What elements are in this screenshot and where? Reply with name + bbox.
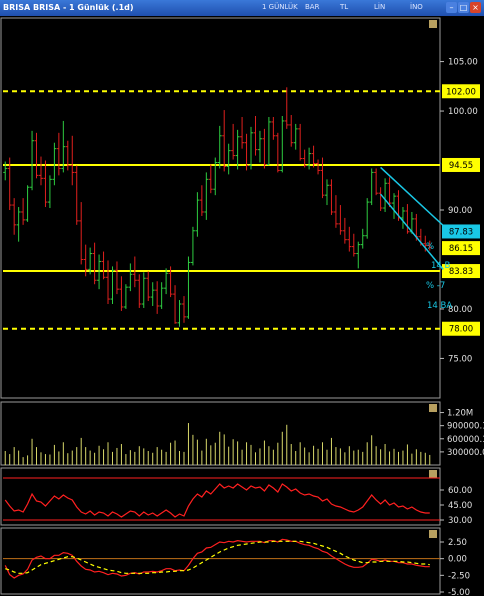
current-price-label: 87.83 [449,227,473,237]
rsi-tick-label: 60.00 [448,486,472,496]
bar-type-button[interactable]: BAR [305,3,320,11]
window-title: BRISA BRISA - 1 Günlük (.1d) [3,3,134,12]
level-label-box [442,157,480,172]
channel-lower-line [380,193,444,270]
price-tick-label: 100.00 [448,107,478,117]
level-label-box [442,321,480,336]
volume-panel-frame [0,401,441,466]
macd-tick-label: -2.50 [448,571,470,581]
price-tick-label: 75.00 [448,354,472,364]
level-label-box [442,264,480,279]
rsi-line [4,483,430,518]
chart-canvas: 105.00 100.00 90.00 80.00 75.00 102.00 94.55 83… [0,17,484,596]
scale-button[interactable]: LİN [374,3,386,11]
current-price-box [442,241,480,256]
price-panel-button [429,20,437,28]
rsi-tick-label: 30.00 [448,516,472,526]
current-price-label: 86.15 [449,244,473,254]
close-icon[interactable]: × [470,2,481,13]
macd-line [4,538,430,579]
level-label: 102.00 [446,87,476,97]
rsi-panel-button [429,470,437,478]
volume-tick-label: 1.20M [447,409,473,419]
level-label: 94.55 [449,161,473,171]
price-tick-label: 105.00 [448,58,478,68]
volume-tick-label: 300000.0 [447,448,484,458]
minimize-icon[interactable]: – [446,2,457,13]
macd-panel-button [429,530,437,538]
currency-button[interactable]: TL [340,3,349,11]
channel-annotation: % [426,242,434,252]
rsi-tick-label: 45.00 [448,501,472,511]
price-tick-label: 80.00 [448,305,472,315]
channel-annotation: % -7 [426,281,445,291]
macd-signal-line [5,540,430,574]
macd-tick-label: 0.00 [448,555,467,565]
price-tick-label: 90.00 [448,206,472,216]
period-button[interactable]: 1 GÜNLÜK [262,3,298,11]
volume-tick-label: 900000.1 [447,422,484,432]
level-label: 78.00 [449,325,473,335]
macd-tick-label: 2.50 [448,538,467,548]
rsi-panel-frame [0,467,441,526]
channel-annotation: 14 B [431,261,451,271]
channel-upper-line [380,166,453,235]
price-panel-frame [0,17,441,399]
indicator-button[interactable]: İNO [410,3,423,11]
current-price-box [442,224,480,239]
title-bar: BRISA BRISA - 1 Günlük (.1d) 1 GÜNLÜK BA… [0,0,484,16]
level-label: 83.83 [449,267,473,277]
channel-annotation: 14 BA [427,301,452,311]
level-label-box [442,84,480,99]
macd-tick-label: -5.00 [448,588,470,596]
macd-panel-frame [0,527,441,595]
maximize-icon[interactable]: □ [458,2,469,13]
volume-panel-button [429,404,437,412]
volume-tick-label: 600000.1 [447,435,484,445]
